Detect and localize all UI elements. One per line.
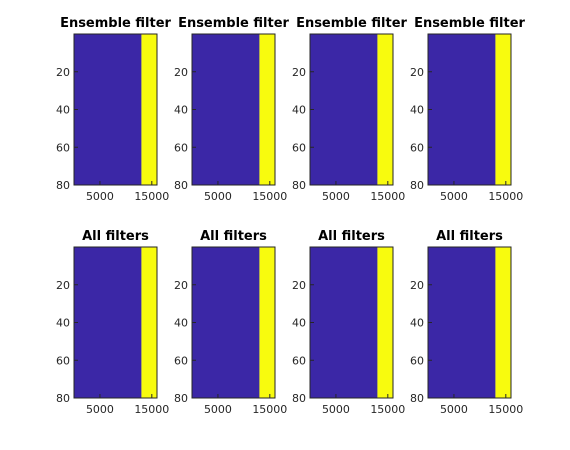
panel-title: All filters xyxy=(436,229,503,244)
heatmap-region-high xyxy=(377,34,393,185)
y-tick-label: 80 xyxy=(56,392,70,405)
y-tick-label: 20 xyxy=(292,66,306,79)
heatmap-region-low xyxy=(310,34,378,185)
y-tick-label: 40 xyxy=(174,317,188,330)
x-tick-label: 5000 xyxy=(86,403,114,416)
y-tick-label: 60 xyxy=(174,354,188,367)
panel-title: All filters xyxy=(318,229,385,244)
heatmap-region-low xyxy=(428,247,496,398)
heatmap-region-high xyxy=(495,247,511,398)
y-tick-label: 80 xyxy=(174,392,188,405)
y-tick-label: 80 xyxy=(410,179,424,192)
y-tick-label: 80 xyxy=(292,392,306,405)
y-tick-label: 80 xyxy=(292,179,306,192)
x-tick-label: 15000 xyxy=(488,190,523,203)
y-tick-label: 80 xyxy=(410,392,424,405)
heatmap-panel: All filters 20 40 60 80 5000 15000 xyxy=(292,229,405,416)
heatmap-panel: All filters 20 40 60 80 5000 15000 xyxy=(174,229,287,416)
x-tick-label: 15000 xyxy=(370,190,405,203)
y-tick-label: 60 xyxy=(292,354,306,367)
y-tick-label: 40 xyxy=(292,317,306,330)
x-tick-label: 15000 xyxy=(252,190,287,203)
heatmap-region-low xyxy=(310,247,378,398)
heatmap-panel: All filters 20 40 60 80 5000 15000 xyxy=(410,229,523,416)
y-tick-label: 60 xyxy=(292,141,306,154)
heatmap-region-low xyxy=(74,34,142,185)
y-tick-label: 60 xyxy=(174,141,188,154)
y-tick-label: 40 xyxy=(56,317,70,330)
y-tick-label: 20 xyxy=(410,279,424,292)
panel-title: Ensemble filter xyxy=(178,16,289,31)
y-tick-label: 60 xyxy=(56,354,70,367)
heatmap-panel: Ensemble filter 20 40 60 80 5000 15000 xyxy=(56,16,172,203)
x-tick-label: 15000 xyxy=(134,190,169,203)
x-tick-label: 15000 xyxy=(370,403,405,416)
x-tick-label: 15000 xyxy=(488,403,523,416)
x-tick-label: 5000 xyxy=(322,403,350,416)
heatmap-region-high xyxy=(259,34,275,185)
heatmap-region-high xyxy=(377,247,393,398)
y-tick-label: 80 xyxy=(174,179,188,192)
y-tick-label: 20 xyxy=(56,279,70,292)
heatmap-panel: Ensemble filter 20 40 60 80 5000 15000 xyxy=(292,16,408,203)
y-tick-label: 60 xyxy=(56,141,70,154)
heatmap-panel: All filters 20 40 60 80 5000 15000 xyxy=(56,229,169,416)
y-tick-label: 60 xyxy=(410,141,424,154)
panel-title: All filters xyxy=(82,229,149,244)
y-tick-label: 40 xyxy=(410,104,424,117)
x-tick-label: 15000 xyxy=(252,403,287,416)
x-tick-label: 5000 xyxy=(86,190,114,203)
y-tick-label: 40 xyxy=(292,104,306,117)
y-tick-label: 40 xyxy=(410,317,424,330)
heatmap-region-low xyxy=(428,34,496,185)
x-tick-label: 5000 xyxy=(440,403,468,416)
panel-title: All filters xyxy=(200,229,267,244)
y-tick-label: 20 xyxy=(292,279,306,292)
x-tick-label: 15000 xyxy=(134,403,169,416)
panel-title: Ensemble filter xyxy=(414,16,525,31)
y-tick-label: 40 xyxy=(56,104,70,117)
y-tick-label: 20 xyxy=(174,66,188,79)
heatmap-region-low xyxy=(192,247,260,398)
y-tick-label: 20 xyxy=(174,279,188,292)
x-tick-label: 5000 xyxy=(440,190,468,203)
y-tick-label: 20 xyxy=(410,66,424,79)
y-tick-label: 40 xyxy=(174,104,188,117)
heatmap-region-high xyxy=(259,247,275,398)
heatmap-region-high xyxy=(141,247,157,398)
panel-title: Ensemble filter xyxy=(296,16,407,31)
x-tick-label: 5000 xyxy=(204,403,232,416)
heatmap-region-low xyxy=(192,34,260,185)
heatmap-region-high xyxy=(495,34,511,185)
x-tick-label: 5000 xyxy=(204,190,232,203)
heatmap-region-low xyxy=(74,247,142,398)
heatmap-panel: Ensemble filter 20 40 60 80 5000 15000 xyxy=(410,16,526,203)
heatmap-panel: Ensemble filter 20 40 60 80 5000 15000 xyxy=(174,16,290,203)
panel-title: Ensemble filter xyxy=(60,16,171,31)
y-tick-label: 60 xyxy=(410,354,424,367)
heatmap-region-high xyxy=(141,34,157,185)
y-tick-label: 20 xyxy=(56,66,70,79)
y-tick-label: 80 xyxy=(56,179,70,192)
x-tick-label: 5000 xyxy=(322,190,350,203)
